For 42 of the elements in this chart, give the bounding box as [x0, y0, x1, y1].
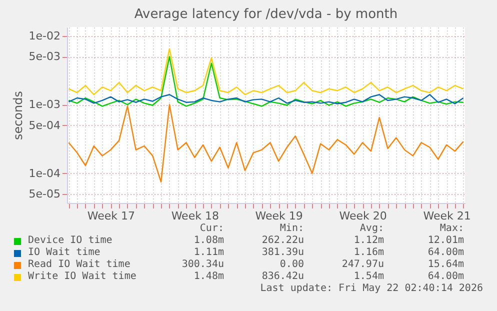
y-tick-label: 1e-04	[28, 166, 60, 180]
text: Last update: Fri May 22 02:40:14 2026	[259, 283, 484, 295]
text: 64.00m	[426, 271, 464, 283]
text: 1.48m	[192, 271, 224, 283]
text: Min:	[278, 223, 304, 235]
y-tick-label: 5e-03	[28, 50, 60, 64]
text: 64.00m	[426, 247, 464, 259]
legend-label: Write IO Wait time	[27, 271, 138, 283]
x-tick-label: Week 18	[171, 210, 219, 222]
chart-title: Average latency for /dev/vda - by month	[134, 7, 398, 22]
line-series	[68, 56, 464, 107]
text: 836.42u	[260, 271, 304, 283]
text: Cur:	[198, 223, 224, 235]
text: 262.22u	[260, 235, 304, 247]
text: 247.97u	[340, 259, 384, 271]
legend-label: Read IO Wait time	[27, 259, 132, 271]
text: 1.08m	[192, 235, 224, 247]
x-tick-label: Week 17	[87, 210, 135, 222]
text: 381.39u	[260, 247, 304, 259]
x-tick-label: Week 19	[255, 210, 303, 222]
y-tick-label: 1e-03	[28, 98, 60, 112]
line-series	[68, 104, 464, 183]
text: 1.54m	[352, 271, 384, 283]
text: 1.12m	[352, 235, 384, 247]
text: Avg:	[358, 223, 384, 235]
text: Max:	[438, 223, 464, 235]
text: 15.64m	[426, 259, 464, 271]
text: 300.34u	[180, 259, 224, 271]
x-tick-label: Week 21	[423, 210, 471, 222]
y-tick-label: 5e-05	[28, 188, 60, 201]
text: 0.00	[278, 259, 304, 271]
y-axis-title: seconds	[10, 90, 25, 140]
text: 12.01m	[426, 235, 464, 247]
y-tick-label: 1e-02	[28, 29, 60, 42]
text: 1.11m	[192, 247, 224, 259]
line-series	[68, 48, 464, 96]
text: 1.16m	[352, 247, 384, 259]
line-series	[68, 94, 464, 104]
legend-label: IO Wait time	[27, 247, 102, 259]
y-tick-label: 5e-04	[28, 118, 60, 132]
x-tick-label: Week 20	[339, 210, 387, 222]
legend-label: Device IO time	[27, 235, 114, 247]
